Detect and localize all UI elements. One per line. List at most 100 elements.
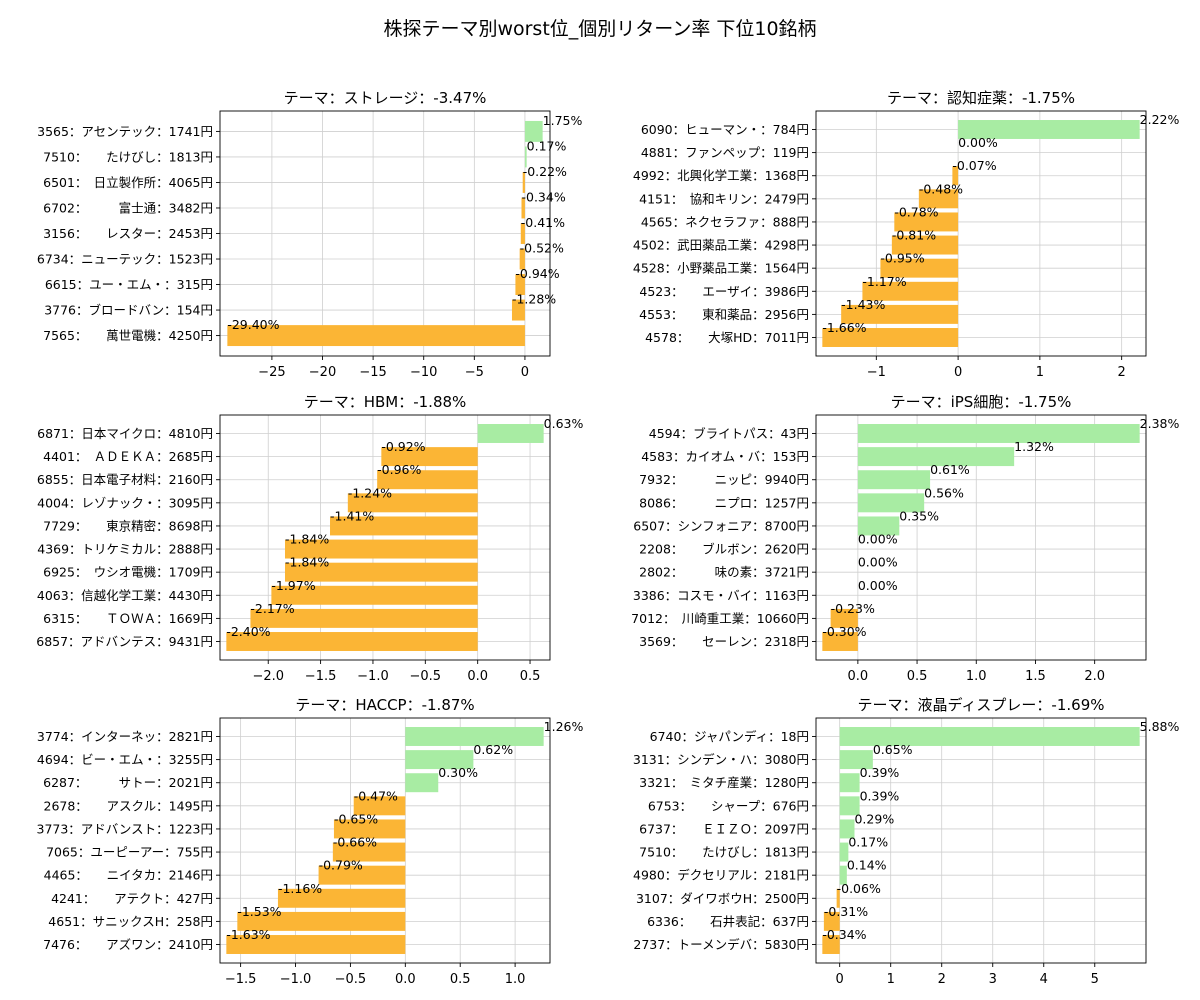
bar bbox=[952, 166, 959, 186]
bar bbox=[353, 796, 406, 816]
y-tick-label: 4151： 協和キリン：2479円 bbox=[639, 191, 809, 206]
bar bbox=[284, 539, 478, 559]
data-label: 0.17% bbox=[848, 835, 888, 850]
data-label: -1.53% bbox=[237, 904, 281, 919]
y-tick-label: 6336： 石井表記：637円 bbox=[647, 914, 809, 929]
data-label: -0.47% bbox=[354, 788, 398, 803]
figure-title: 株探テーマ別worst位_個別リターン率 下位10銘柄 bbox=[383, 18, 817, 40]
bar bbox=[520, 223, 525, 244]
chart-title: テーマ：iPS細胞：-1.75% bbox=[891, 393, 1072, 411]
x-tick-label: −0.5 bbox=[410, 669, 442, 684]
bar bbox=[822, 328, 959, 347]
bar bbox=[477, 424, 544, 443]
y-tick-label: 6740：ジャパンディ：18円 bbox=[650, 729, 809, 744]
bar bbox=[332, 842, 406, 862]
bar bbox=[515, 274, 525, 296]
x-tick-label: −1.5 bbox=[305, 669, 337, 684]
bar bbox=[857, 447, 1015, 467]
data-label: -29.40% bbox=[227, 317, 279, 332]
y-tick-label: 6501： 日立製作所：4065円 bbox=[43, 175, 213, 190]
x-tick-label: 1.5 bbox=[1025, 669, 1046, 684]
y-tick-label: 2737：トーメンデバ：5830円 bbox=[633, 937, 809, 952]
bar bbox=[839, 842, 849, 862]
data-label: 0.17% bbox=[527, 138, 567, 153]
bar bbox=[857, 424, 1140, 443]
plot-frame bbox=[219, 717, 551, 964]
data-label: -1.84% bbox=[285, 555, 329, 570]
y-tick-label: 6615：ユー・エム・：315円 bbox=[45, 277, 213, 292]
y-tick-label: 4594：ブライトパス：43円 bbox=[649, 426, 809, 441]
data-label: -0.22% bbox=[523, 164, 567, 179]
data-label: -1.28% bbox=[512, 292, 556, 307]
data-label: 0.00% bbox=[858, 555, 898, 570]
plot-frame bbox=[815, 110, 1147, 357]
x-tick-label: 0.5 bbox=[907, 669, 928, 684]
data-label: -1.17% bbox=[862, 274, 906, 289]
bar bbox=[822, 935, 840, 954]
bar bbox=[857, 493, 925, 513]
y-tick-label: 6507：シンフォニア：8700円 bbox=[633, 518, 809, 533]
bar bbox=[958, 120, 1140, 139]
x-tick-label: 0 bbox=[521, 365, 529, 380]
bar bbox=[347, 493, 478, 513]
data-label: -0.78% bbox=[894, 204, 938, 219]
y-tick-label: 6287： サトー：2021円 bbox=[43, 775, 213, 790]
bar bbox=[330, 516, 478, 536]
y-tick-label: 7065：ユーピーアー：755円 bbox=[46, 845, 213, 860]
y-tick-label: 3774：インターネッ：2821円 bbox=[37, 729, 213, 744]
x-tick-label: 0.5 bbox=[520, 669, 541, 684]
x-tick-label: 0 bbox=[836, 972, 844, 987]
data-label: 0.56% bbox=[924, 485, 964, 500]
y-tick-label: 6857：アドバンテス：9431円 bbox=[36, 634, 213, 649]
bar bbox=[836, 888, 840, 908]
y-tick-label: 4694：ビー・エム・：3255円 bbox=[37, 752, 213, 767]
x-tick-label: 0.0 bbox=[467, 669, 488, 684]
y-tick-label: 6871：日本マイクロ：4810円 bbox=[37, 426, 213, 441]
data-label: 0.35% bbox=[899, 508, 939, 523]
y-tick-label: 2802： 味の素：3721円 bbox=[639, 565, 809, 580]
x-tick-label: 0 bbox=[954, 365, 962, 380]
x-tick-label: −20 bbox=[309, 365, 336, 380]
y-tick-label: 4881：ファンペップ：119円 bbox=[641, 145, 809, 160]
data-label: -0.34% bbox=[822, 927, 866, 942]
x-tick-label: 2.0 bbox=[1084, 669, 1105, 684]
x-tick-label: 1 bbox=[1036, 365, 1044, 380]
x-tick-label: −2.0 bbox=[252, 669, 284, 684]
bar bbox=[284, 562, 478, 582]
y-tick-label: 6090：ヒューマン・：784円 bbox=[641, 122, 809, 137]
y-tick-label: 4401： ＡＤＥＫＡ：2685円 bbox=[43, 449, 213, 464]
data-label: -0.23% bbox=[831, 601, 875, 616]
bar bbox=[511, 299, 525, 321]
bar bbox=[524, 146, 527, 168]
data-label: 2.22% bbox=[1140, 112, 1180, 127]
bar bbox=[226, 632, 478, 651]
bar bbox=[277, 888, 406, 908]
bar bbox=[894, 212, 959, 232]
y-tick-label: 4553： 東和薬品：2956円 bbox=[639, 307, 809, 322]
data-label: -1.16% bbox=[278, 881, 322, 896]
chart-panel-3: テーマ：HBM：-1.88% 0.63% -0.92% -0.96% -1.24% -1.… bbox=[36, 393, 583, 684]
y-tick-label: 4241： アテクト：427円 bbox=[51, 891, 213, 906]
x-tick-label: −1 bbox=[867, 365, 886, 380]
x-tick-label: −15 bbox=[359, 365, 386, 380]
data-label: 0.61% bbox=[930, 462, 970, 477]
bar bbox=[839, 819, 855, 839]
data-label: 1.26% bbox=[544, 719, 584, 734]
data-label: -1.63% bbox=[226, 927, 270, 942]
data-label: -0.81% bbox=[892, 228, 936, 243]
y-tick-label: 7565： 萬世電機：4250円 bbox=[43, 328, 213, 343]
data-label: -2.40% bbox=[226, 624, 270, 639]
bar bbox=[524, 120, 543, 142]
bar bbox=[822, 632, 858, 651]
bar bbox=[521, 197, 525, 219]
bar bbox=[405, 750, 474, 770]
chart-title: テーマ：認知症薬：-1.75% bbox=[887, 89, 1075, 107]
data-label: -0.52% bbox=[520, 241, 564, 256]
data-label: -2.17% bbox=[250, 601, 294, 616]
data-label: -0.92% bbox=[381, 439, 425, 454]
bar bbox=[333, 819, 406, 839]
bar bbox=[839, 796, 860, 816]
data-label: -1.41% bbox=[330, 508, 374, 523]
data-label: 0.29% bbox=[854, 811, 894, 826]
